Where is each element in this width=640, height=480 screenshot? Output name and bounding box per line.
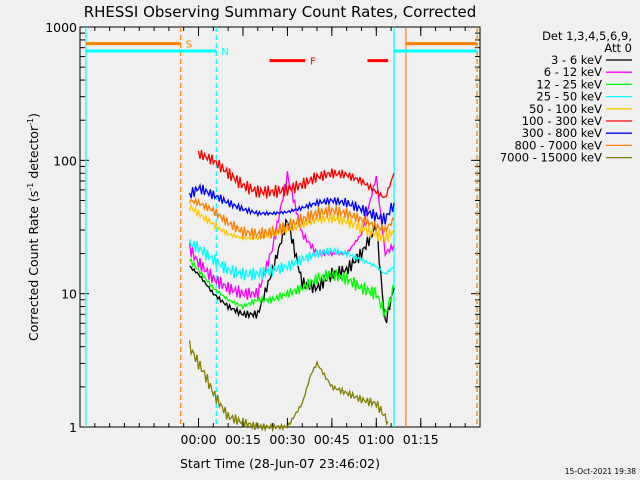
y-axis-label: Corrected Count Rate (s-1 detector-1) xyxy=(26,113,41,341)
x-tick-label: 00:00 xyxy=(181,432,217,447)
y-tick-label: 100 xyxy=(53,153,77,168)
legend-label-12-25-kev: 12 - 25 keV xyxy=(536,77,602,91)
plot-frame xyxy=(79,26,481,428)
series-line-3-6-kev xyxy=(189,218,395,324)
legend-header-line2: Att 0 xyxy=(604,41,632,55)
x-tick-label: 01:00 xyxy=(358,432,394,447)
legend-label-800-7000-kev: 800 - 7000 keV xyxy=(514,138,602,152)
x-tick-label: 00:45 xyxy=(314,432,350,447)
y-axis-label-sup2: -1 xyxy=(26,118,35,126)
plot-area: 1 10 100 1000 00:00 00:15 00:30 00:45 01:00 01:15… xyxy=(45,20,481,447)
chart-title: RHESSI Observing Summary Count Rates, Co… xyxy=(84,3,477,21)
y-axis-label-end: ) xyxy=(26,113,41,118)
x-tick-label: 00:15 xyxy=(225,432,261,447)
legend-label-300-800-kev: 300 - 800 keV xyxy=(522,126,602,140)
y-tick-label: 1 xyxy=(69,420,77,435)
y-tick-label: 1000 xyxy=(45,20,77,35)
x-tick-label: 01:15 xyxy=(403,432,439,447)
flag-label-n: N xyxy=(221,47,228,58)
legend-label-6-12-kev: 6 - 12 keV xyxy=(544,65,602,79)
legend-label-100-300-kev: 100 - 300 keV xyxy=(522,114,602,128)
x-axis-label: Start Time (28-Jun-07 23:46:02) xyxy=(180,456,380,471)
y-tick-label: 10 xyxy=(61,287,77,302)
series-line-7000-15000-kev xyxy=(188,340,389,433)
legend-label-50-100-kev: 50 - 100 keV xyxy=(529,102,602,116)
x-tick-label: 00:30 xyxy=(269,432,305,447)
y-axis-label-sup1: -1 xyxy=(26,183,35,191)
y-axis-label-mid: detector xyxy=(26,125,41,183)
legend-label-3-6-kev: 3 - 6 keV xyxy=(551,53,602,67)
series-line-100-300-kev xyxy=(197,149,395,199)
flag-label-f: F xyxy=(310,57,316,68)
y-axis-label-main: Corrected Count Rate (s xyxy=(26,191,41,341)
legend-label-7000-15000-kev: 7000 - 15000 keV xyxy=(500,151,602,165)
series-line-25-50-kev xyxy=(188,239,395,281)
series-line-12-25-kev xyxy=(189,257,395,318)
legend-label-25-50-kev: 25 - 50 keV xyxy=(536,90,602,104)
flag-label-s: S xyxy=(186,40,192,51)
footer-timestamp: 15-Oct-2021 19:38 xyxy=(565,467,636,476)
series-line-800-7000-kev xyxy=(189,197,395,240)
series-line-300-800-kev xyxy=(188,182,395,225)
legend-header-line1: Det 1,3,4,5,6,9, xyxy=(542,29,632,43)
